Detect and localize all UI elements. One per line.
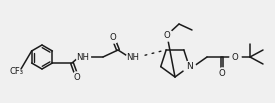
Text: NH: NH [126, 53, 139, 61]
Text: O: O [110, 33, 116, 42]
Text: O: O [219, 68, 225, 77]
Text: O: O [164, 30, 170, 39]
Text: CF₃: CF₃ [10, 67, 24, 77]
Text: NH: NH [76, 53, 89, 61]
Text: O: O [74, 73, 80, 81]
Text: N: N [186, 62, 193, 71]
Text: O: O [232, 53, 238, 61]
